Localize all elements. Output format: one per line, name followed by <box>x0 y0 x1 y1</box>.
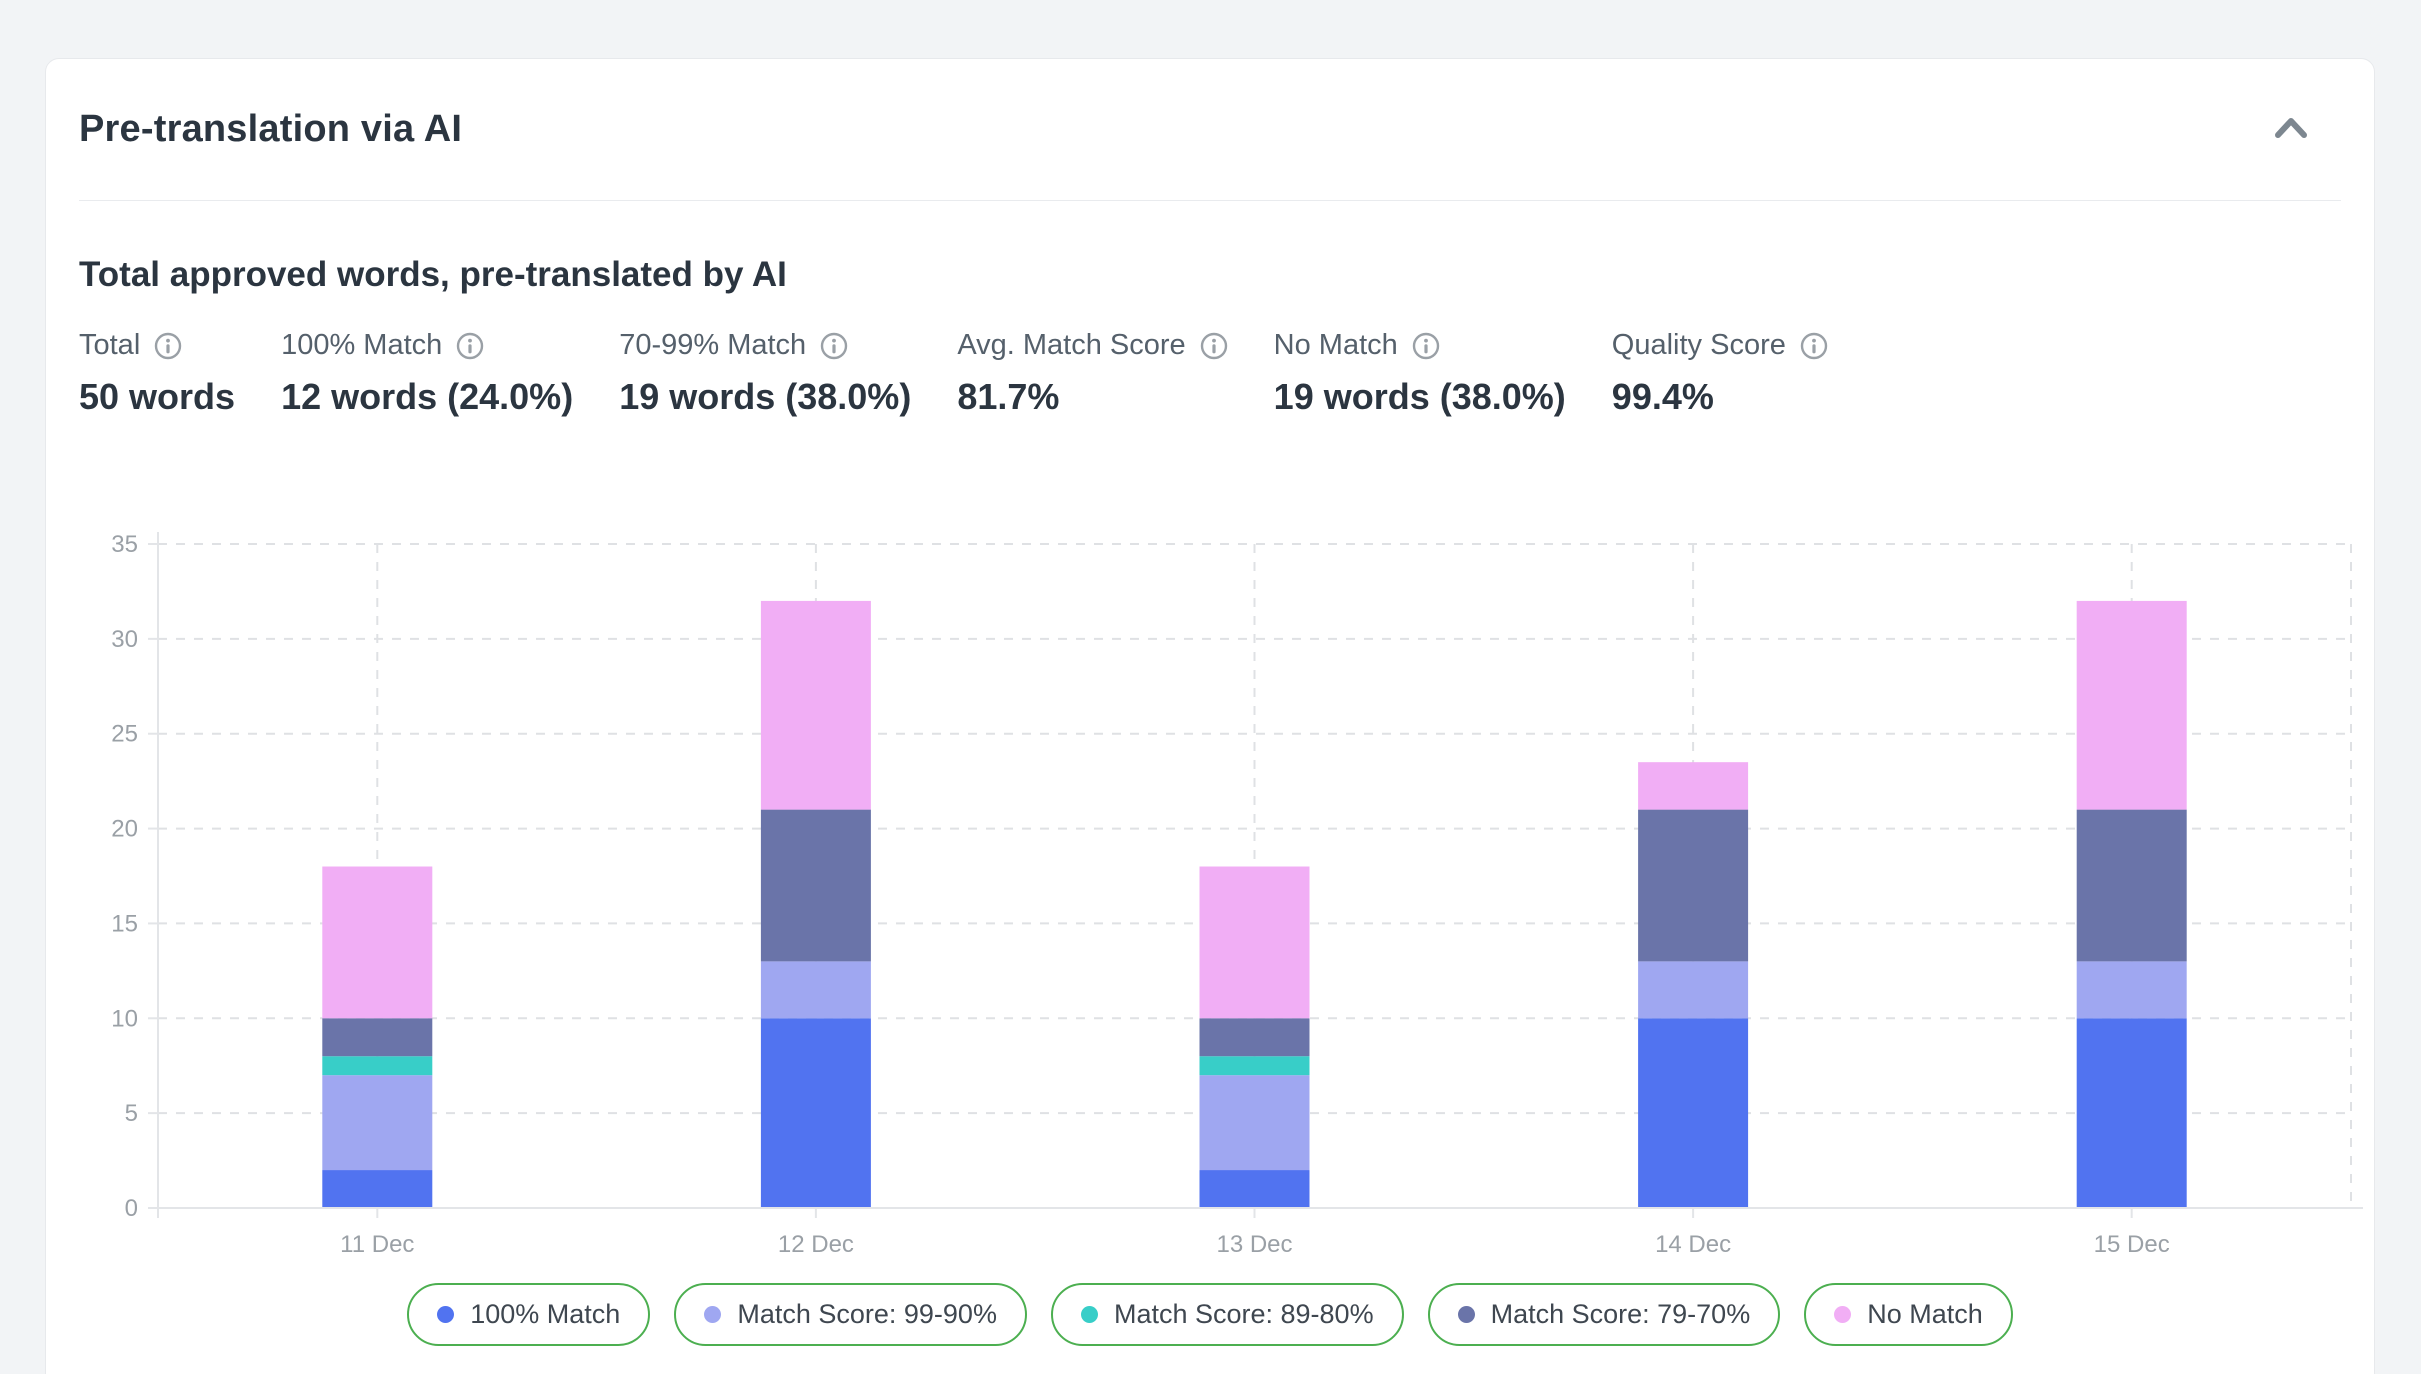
section-heading: Total approved words, pre-translated by … <box>79 255 787 294</box>
stat-value: 12 words (24.0%) <box>281 376 574 417</box>
info-icon[interactable] <box>456 332 484 360</box>
bar-segment[interactable] <box>760 1018 871 1208</box>
y-tick-label: 20 <box>111 816 138 843</box>
legend-color-dot <box>437 1306 455 1323</box>
stat-label: No Match <box>1273 329 1398 361</box>
bar-segment[interactable] <box>760 961 871 1019</box>
legend-color-dot <box>1457 1306 1475 1323</box>
legend-label: Match Score: 79-70% <box>1490 1299 1751 1329</box>
card-header: Pre-translation via AI <box>79 59 2341 201</box>
info-icon[interactable] <box>1200 332 1228 360</box>
stat-value: 19 words (38.0%) <box>1273 376 1566 417</box>
bar-segment[interactable] <box>1638 1018 1749 1208</box>
stat-label: Total <box>79 329 141 361</box>
card-title: Pre-translation via AI <box>79 108 463 150</box>
y-tick-label: 35 <box>111 531 138 558</box>
chart-legend: 100% Match Match Score: 99-90% Match Score… <box>46 1283 2374 1346</box>
stats-row: Total 50 words 100% Match 12 words (24.0… <box>79 329 1828 418</box>
legend-item-4[interactable]: Match Score: 79-70% <box>1427 1283 1781 1346</box>
x-tick-label: 13 Dec <box>1216 1231 1292 1258</box>
stat-value: 99.4% <box>1611 376 1714 417</box>
legend-item-3[interactable]: Match Score: 89-80% <box>1050 1283 1404 1346</box>
bar-segment[interactable] <box>1199 866 1310 1019</box>
stat-label: Quality Score <box>1611 329 1786 361</box>
legend-item-2[interactable]: Match Score: 99-90% <box>674 1283 1027 1346</box>
bar-segment[interactable] <box>1199 1075 1310 1171</box>
legend-item-1[interactable]: 100% Match <box>407 1283 651 1346</box>
stat-quality-score: Quality Score 99.4% <box>1612 329 1828 418</box>
x-tick-label: 15 Dec <box>2094 1231 2170 1258</box>
bar-segment[interactable] <box>1638 809 1749 962</box>
legend-color-dot <box>1080 1306 1098 1323</box>
stat-avg-match-score: Avg. Match Score 81.7% <box>957 329 1227 418</box>
bar-segment[interactable] <box>2076 809 2187 962</box>
bar-segment[interactable] <box>1638 762 1749 810</box>
bar-segment[interactable] <box>322 866 433 1019</box>
y-tick-label: 30 <box>111 626 138 653</box>
bar-segment[interactable] <box>322 1075 433 1171</box>
stat-label: Avg. Match Score <box>957 329 1186 361</box>
stat-70-99-match: 70-99% Match 19 words (38.0%) <box>619 329 911 418</box>
y-tick-label: 15 <box>111 910 138 937</box>
legend-label: Match Score: 99-90% <box>737 1299 997 1329</box>
bar-segment[interactable] <box>2076 1018 2187 1208</box>
x-tick-label: 14 Dec <box>1655 1231 1731 1258</box>
bar-segment[interactable] <box>322 1018 433 1057</box>
info-icon[interactable] <box>154 332 182 360</box>
collapse-button[interactable] <box>2263 102 2319 158</box>
legend-label: 100% Match <box>470 1299 621 1329</box>
legend-item-5[interactable]: No Match <box>1804 1283 2013 1346</box>
stat-total: Total 50 words <box>79 329 235 418</box>
pre-translation-card: Pre-translation via AI Total approved wo… <box>45 58 2375 1374</box>
bar-segment[interactable] <box>1638 961 1749 1019</box>
bar-segment[interactable] <box>2076 600 2187 810</box>
bar-segment[interactable] <box>1199 1170 1310 1208</box>
stat-label: 70-99% Match <box>619 329 807 361</box>
chart-canvas: 0 5 10 15 20 25 30 35 11 Dec 12 Dec 13 Dec 14 Dec 15… <box>111 531 2363 1258</box>
x-tick-label: 12 Dec <box>778 1231 854 1258</box>
y-tick-label: 0 <box>125 1195 138 1222</box>
x-tick-label: 11 Dec <box>340 1231 414 1258</box>
stat-100-match: 100% Match 12 words (24.0%) <box>281 329 573 418</box>
stacked-bar-chart: 0 5 10 15 20 25 30 35 11 Dec 12 Dec 13 Dec 14 Dec 15… <box>61 521 2376 1266</box>
legend-label: Match Score: 89-80% <box>1113 1299 1374 1329</box>
info-icon[interactable] <box>1800 332 1828 360</box>
y-tick-label: 25 <box>111 721 138 748</box>
stat-value: 81.7% <box>957 376 1060 417</box>
bar-segment[interactable] <box>322 1056 433 1076</box>
legend-color-dot <box>1834 1306 1852 1323</box>
chevron-up-icon <box>2271 115 2311 144</box>
bar-segment[interactable] <box>2076 961 2187 1019</box>
y-tick-label: 10 <box>111 1005 138 1032</box>
bar-segment[interactable] <box>760 600 871 810</box>
stat-no-match: No Match 19 words (38.0%) <box>1274 329 1566 418</box>
info-icon[interactable] <box>820 332 848 360</box>
stat-label: 100% Match <box>281 329 443 361</box>
legend-label: No Match <box>1867 1299 1983 1329</box>
bar-segment[interactable] <box>1199 1056 1310 1076</box>
info-icon[interactable] <box>1412 332 1440 360</box>
legend-color-dot <box>704 1306 722 1323</box>
bar-segment[interactable] <box>1199 1018 1310 1057</box>
stat-value: 50 words <box>79 376 236 417</box>
y-tick-label: 5 <box>125 1100 138 1127</box>
bar-segment[interactable] <box>760 809 871 962</box>
stat-value: 19 words (38.0%) <box>619 376 912 417</box>
bar-segment[interactable] <box>322 1170 433 1208</box>
